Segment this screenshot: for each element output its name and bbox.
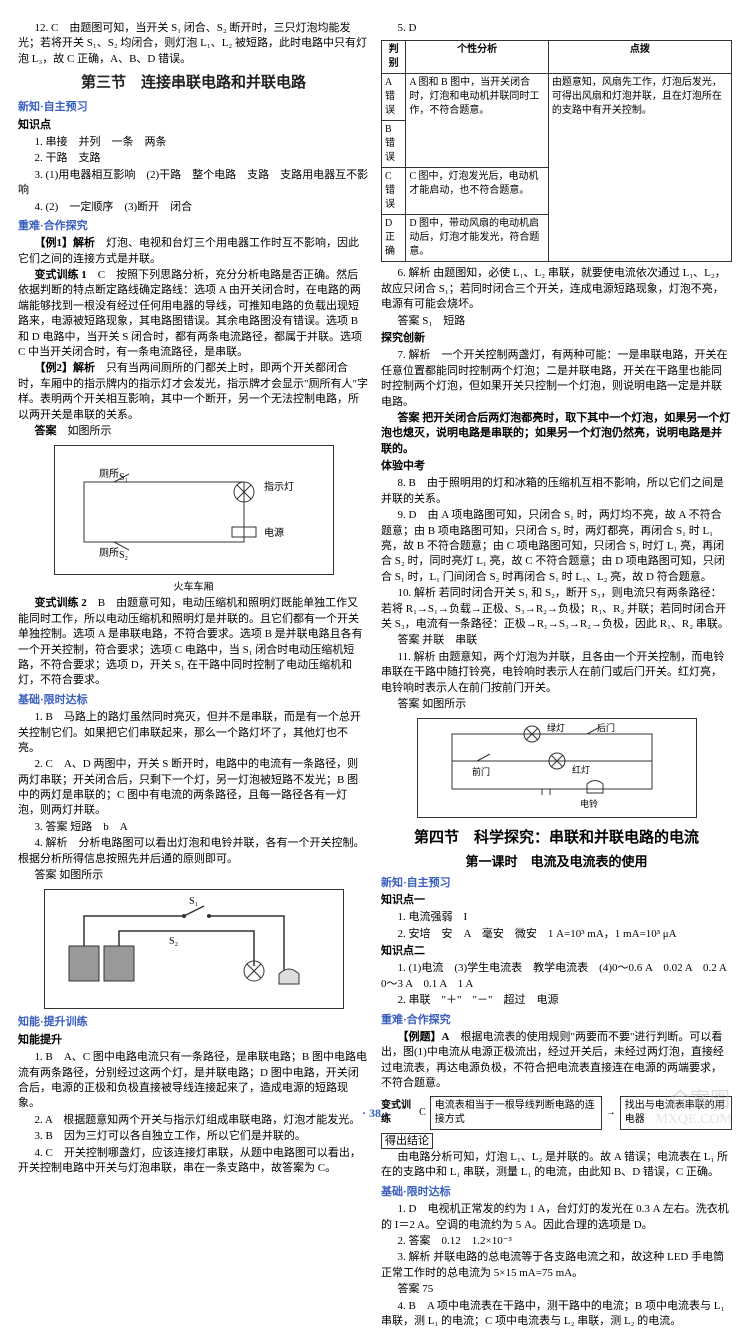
conclusion: 得出结论 xyxy=(381,1134,732,1149)
s4-j4: 4. B A 项中电流表在干路中，测干路中的电流；B 项中电流表与 L₁ 串联，… xyxy=(381,1299,732,1330)
ex1: 【例1】解析 灯泡、电视和台灯三个用电器工作时互不影响，因此它们之间的连接方式是… xyxy=(18,236,369,267)
page-number: · 38 · xyxy=(362,1105,388,1122)
ex2: 【例2】解析 只有当两间厕所的门都关上时，即两个开关都闭合时，车厢中的指示牌内的… xyxy=(18,361,369,423)
s3-l1: 1. 串接 并列 一条 两条 xyxy=(18,135,369,150)
s3-l2: 2. 干路 支路 xyxy=(18,151,369,166)
label-zsd: 知识点 xyxy=(18,118,369,133)
zn3: 3. B 因为三灯可以各自独立工作，所以它们是并联的。 xyxy=(18,1129,369,1144)
p9: 9. D 由 A 项电路图可知，只闭合 S₁ 时，两灯均不亮，故 A 不符合题意… xyxy=(381,508,732,585)
s4-ex: 【例题】A 根据电流表的使用规则"两要而不要"进行判断。可以看出，图(1)中电流… xyxy=(381,1030,732,1092)
zsd1: 知识点一 xyxy=(381,893,732,908)
caption-1: 火车车厢 xyxy=(18,581,369,595)
svg-text:指示灯: 指示灯 xyxy=(264,480,294,493)
svg-text:绿灯: 绿灯 xyxy=(547,722,565,733)
j1: 1. B 马路上的路灯虽然同时亮灭，但并不是串联，而是有一个总开关控制它们。如果… xyxy=(18,710,369,756)
svg-text:厕所: 厕所 xyxy=(99,468,119,480)
k2-1: 1. (1)电流 (3)学生电流表 教学电流表 (4)0～0.6 A 0.02 … xyxy=(381,961,732,992)
section4-title: 第四节 科学探究：串联和并联电路的电流 xyxy=(381,828,732,849)
th2: 个性分析 xyxy=(406,41,549,74)
p8: 8. B 由于照明用的灯和冰箱的压缩机互相不影响，所以它们之间是并联的关系。 xyxy=(381,476,732,507)
svg-text:红灯: 红灯 xyxy=(572,764,590,775)
heading-zhineng: 知能·提升训练 xyxy=(18,1015,369,1030)
p7ans: 答案 把开关闭合后两灯泡都亮时，取下其中一个灯泡，如果另一个灯泡也熄灭，说明电路… xyxy=(381,411,732,457)
tjcx: 探究创新 xyxy=(381,331,732,346)
conclusion-text: 由电路分析可知，灯泡 L₁、L₂ 是并联的。故 A 错误；电流表在 L₁ 所在的… xyxy=(381,1150,732,1181)
p10ans: 答案 并联 串联 xyxy=(381,633,732,648)
svg-text:电源: 电源 xyxy=(264,526,284,539)
j2: 2. C A、D 两图中，开关 S 断开时，电路中的电流有一条路径，则两灯串联；… xyxy=(18,757,369,819)
flow-box-1: 电流表相当于一根导线判断电路的连接方式 xyxy=(430,1096,602,1130)
svg-text:S₁: S₁ xyxy=(119,472,128,483)
heading-chongdian: 重难·合作探究 xyxy=(18,219,369,234)
heading-jichu: 基础·限时达标 xyxy=(18,693,369,708)
s3-l4: 4. (2) 一定顺序 (3)断开 闭合 xyxy=(18,200,369,215)
p11: 11. 解析 由题意知，两个灯泡为并联，且各由一个开关控制，而电铃串联在干路中随… xyxy=(381,650,732,696)
s4-j1: 1. D 电视机正常发的约为 1 A，台灯灯的发光在 0.3 A 左右。洗衣机的… xyxy=(381,1202,732,1233)
r1b: A 图和 B 图中，当开关闭合时，灯泡和电动机并联同时工作，不符合题意。 xyxy=(406,74,549,168)
k1-2: 2. 安培 安 A 毫安 微安 1 A=10³ mA，1 mA=10³ μA xyxy=(381,927,732,942)
analysis-table: 判别 个性分析 点拨 A 错误 A 图和 B 图中，当开关闭合时，灯泡和电动机并… xyxy=(381,40,732,262)
arrow-icon: → xyxy=(606,1106,616,1120)
lesson-title: 第一课时 电流及电流表的使用 xyxy=(381,853,732,871)
svg-text:S₁: S₁ xyxy=(189,896,198,907)
zsd2: 知识点二 xyxy=(381,944,732,959)
r1c: 由题意知，风扇先工作，灯泡后发光，可得出风扇和灯泡并联，且在灯泡所在的支路中有开… xyxy=(548,74,731,262)
zn2: 2. A 根据题意知两个开关与指示灯组成串联电路，灯泡才能发光。 xyxy=(18,1113,369,1128)
s3-l3: 3. (1)用电器相互影响 (2)干路 整个电路 支路 支路用电器互不影响 xyxy=(18,168,369,199)
s4-j3: 3. 解析 并联电路的总电流等于各支路电流之和，故这种 LED 手电筒正常工作时… xyxy=(381,1250,732,1281)
p10: 10. 解析 若同时闭合开关 S₁ 和 S₂，断开 S₃，则电流只有两条路径：若… xyxy=(381,586,732,632)
svg-text:前门: 前门 xyxy=(472,766,490,777)
j3a: 3. 答案 短路 b A xyxy=(18,820,369,835)
circuit-diagram-1: 厕所 S₁ 厕所 S₂ 指示灯 电源 xyxy=(54,445,334,575)
s4-jichu: 基础·限时达标 xyxy=(381,1185,732,1200)
r1a: A 错误 xyxy=(382,74,406,121)
p6: 6. 解析 由题图知，必使 L₁、L₂ 串联，就要使电流依次通过 L₁、L₂，故… xyxy=(381,266,732,312)
r4a: D 正确 xyxy=(382,215,406,262)
circuit-diagram-3: 绿灯 后门 前门 红灯 电铃 xyxy=(417,718,697,818)
j4ans: 答案 如图所示 xyxy=(18,868,369,883)
ex2-ans: 答案 如图所示 xyxy=(18,424,369,439)
svg-text:S₂: S₂ xyxy=(119,550,128,561)
r2a: B 错误 xyxy=(382,121,406,168)
svg-text:电铃: 电铃 xyxy=(580,798,598,809)
s4-j2: 2. 答案 0.12 1.2×10⁻³ xyxy=(381,1234,732,1249)
zn4: 4. C 开关控制哪盏灯，应该连接灯串联，从题中电路图可以看出，开关控制电路中开… xyxy=(18,1146,369,1177)
s4-chongdian: 重难·合作探究 xyxy=(381,1013,732,1028)
zn1: 1. B A、C 图中电路电流只有一条路径，是串联电路；B 图中电路电流有两条路… xyxy=(18,1050,369,1112)
zn-label: 知能提升 xyxy=(18,1033,369,1048)
svg-text:厕所: 厕所 xyxy=(99,547,119,559)
q12-text: 12. C 由题图可知，当开关 S₁ 闭合、S₂ 断开时，三只灯泡均能发光；若将… xyxy=(18,21,369,67)
watermark-2: MXQE.COM xyxy=(655,1110,732,1130)
r3a: C 错误 xyxy=(382,168,406,215)
circuit-diagram-2: S₁ S₂ xyxy=(44,889,344,1009)
bsxl2: 变式训练 2 B 由题意可知，电动压缩机和照明灯既能单独工作又能同时工作，所以电… xyxy=(18,596,369,688)
th3: 点拨 xyxy=(548,41,731,74)
s4-xinzhi: 新知·自主预习 xyxy=(381,876,732,891)
tyzk: 体验中考 xyxy=(381,459,732,474)
section3-title: 第三节 连接串联电路和并联电路 xyxy=(18,73,369,94)
heading-xinzhi: 新知·自主预习 xyxy=(18,100,369,115)
svg-text:S₂: S₂ xyxy=(169,936,178,947)
k1-1: 1. 电流强弱 I xyxy=(381,910,732,925)
th1: 判别 xyxy=(382,41,406,74)
r4b: D 图中，带动风扇的电动机启动后，灯泡才能发光，符合题意。 xyxy=(406,215,549,262)
j4: 4. 解析 分析电路图可以看出灯泡和电铃并联，各有一个开关控制。根据分析所得信息… xyxy=(18,836,369,867)
k2-2: 2. 串联 "＋" "－" 超过 电源 xyxy=(381,993,732,1008)
p7: 7. 解析 一个开关控制两盏灯，有两种可能：一是串联电路，开关在任意位置都能同时… xyxy=(381,348,732,410)
bsxl1: 变式训练 1 C 按照下列思路分析，充分分析电路是否正确。然后依据判断的特点断定… xyxy=(18,268,369,360)
s4-j3ans: 答案 75 xyxy=(381,1282,732,1297)
p11ans: 答案 如图所示 xyxy=(381,697,732,712)
r3b: C 图中，灯泡发光后，电动机才能启动，也不符合题意。 xyxy=(406,168,549,215)
p5d: 5. D xyxy=(381,21,732,36)
p6ans: 答案 S₁ 短路 xyxy=(381,314,732,329)
